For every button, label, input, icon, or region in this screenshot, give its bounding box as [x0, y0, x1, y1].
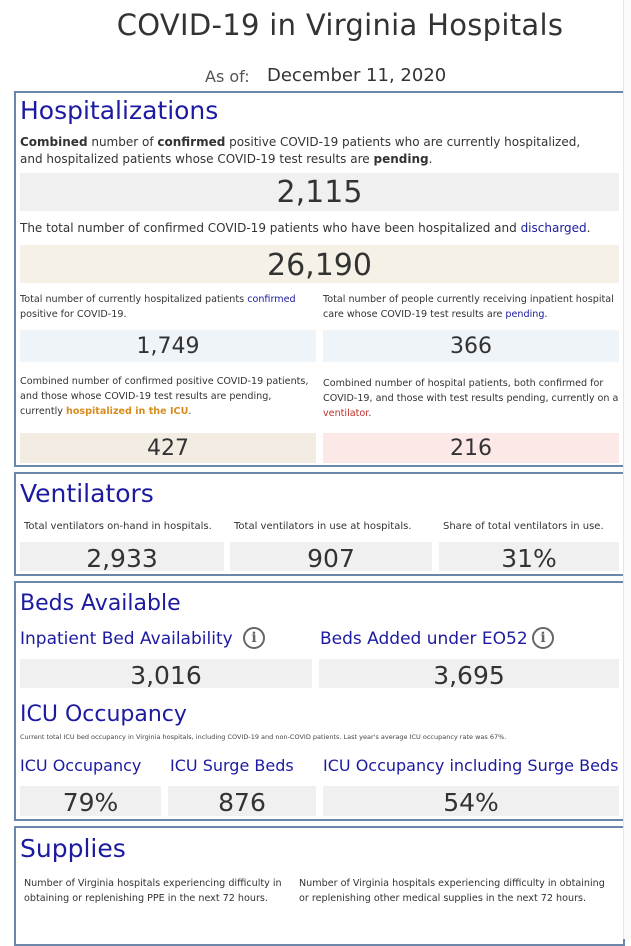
- icu-description: Combined number of confirmed positive CO…: [20, 374, 316, 419]
- beds-heading: Beds Available: [20, 591, 181, 616]
- icu-occupancy-label: ICU Occupancy: [20, 756, 142, 775]
- inpatient-bed-value: 3,016: [20, 659, 312, 688]
- icu-incl-surge-label: ICU Occupancy including Surge Beds: [323, 756, 619, 775]
- confirmed-emphasis: confirmed: [157, 135, 226, 149]
- ventilators-inuse-label: Total ventilators in use at hospitals.: [234, 521, 412, 532]
- combined-emphasis: Combined: [20, 135, 88, 149]
- combined-text-b: positive COVID-19 patients who are curre…: [20, 135, 581, 166]
- supplies-heading: Supplies: [20, 834, 126, 863]
- info-circle-icon[interactable]: i: [532, 627, 554, 649]
- supplies-panel: [14, 826, 625, 946]
- ventilators-onhand-value: 2,933: [20, 542, 224, 571]
- discharged-text-b: .: [586, 221, 591, 235]
- discharged-emphasis: discharged: [520, 221, 587, 235]
- combined-text-c: .: [428, 152, 433, 166]
- vent-text-b: .: [368, 408, 372, 419]
- as-of-date: December 11, 2020: [267, 65, 447, 86]
- ventilators-share-label: Share of total ventilators in use.: [443, 521, 604, 532]
- icu-occupancy-note: Current total ICU bed occupancy in Virgi…: [20, 733, 507, 741]
- vertical-scrollbar[interactable]: [623, 0, 631, 939]
- confirmed-text-a: Total number of currently hospitalized p…: [20, 294, 248, 305]
- confirmed-link-text: confirmed: [247, 294, 296, 305]
- confirmed-text-b: positive for COVID-19.: [20, 309, 127, 320]
- pending-emphasis: pending: [373, 152, 429, 166]
- icu-emphasis: hospitalized in the ICU: [66, 406, 189, 417]
- vent-text-a: Combined number of hospital patients, bo…: [323, 378, 619, 404]
- icu-surge-label: ICU Surge Beds: [170, 756, 294, 775]
- as-of-label: As of:: [205, 67, 250, 86]
- beds-added-value: 3,695: [319, 659, 619, 688]
- beds-added-label: Beds Added under EO52: [320, 629, 528, 649]
- pending-text-b: .: [544, 309, 548, 320]
- icu-surge-value: 876: [168, 786, 316, 816]
- inpatient-bed-label: Inpatient Bed Availability: [20, 629, 233, 649]
- on-ventilator-value: 216: [323, 433, 619, 463]
- ventilator-description: Combined number of hospital patients, bo…: [323, 376, 619, 421]
- info-glyph: i: [251, 630, 257, 646]
- info-circle-icon[interactable]: i: [243, 627, 265, 649]
- hospitalizations-heading: Hospitalizations: [20, 96, 219, 125]
- ventilators-share-value: 31%: [439, 542, 619, 571]
- discharged-description: The total number of confirmed COVID-19 p…: [20, 220, 610, 237]
- vent-emphasis: ventilator: [323, 408, 369, 419]
- ppe-description: Number of Virginia hospitals experiencin…: [24, 878, 282, 904]
- other-supplies-description: Number of Virginia hospitals experiencin…: [299, 878, 605, 904]
- confirmed-description: Total number of currently hospitalized p…: [20, 292, 300, 322]
- ventilators-inuse-value: 907: [230, 542, 432, 571]
- combined-text-a: number of: [87, 135, 158, 149]
- icu-text-b: .: [188, 406, 192, 417]
- combined-description: Combined number of confirmed positive CO…: [20, 134, 600, 168]
- beds-panel: [14, 581, 625, 821]
- discharged-text-a: The total number of confirmed COVID-19 p…: [20, 221, 521, 235]
- discharged-value: 26,190: [20, 245, 619, 283]
- icu-text-a: Combined number of confirmed positive CO…: [20, 376, 309, 417]
- ventilators-heading: Ventilators: [20, 479, 154, 508]
- ventilators-onhand-label: Total ventilators on-hand in hospitals.: [24, 521, 212, 532]
- icu-incl-surge-value: 54%: [323, 786, 619, 816]
- info-glyph: i: [540, 630, 546, 646]
- pending-text-a: Total number of people currently receivi…: [323, 294, 614, 320]
- icu-hospitalized-value: 427: [20, 433, 316, 463]
- combined-hospitalized-value: 2,115: [20, 173, 619, 211]
- pending-link-text: pending: [505, 309, 545, 320]
- icu-occupancy-value: 79%: [20, 786, 161, 816]
- pending-description: Total number of people currently receivi…: [323, 292, 619, 322]
- icu-occupancy-heading: ICU Occupancy: [20, 702, 187, 727]
- page-title: COVID-19 in Virginia Hospitals: [116, 8, 564, 42]
- pending-value: 366: [323, 330, 619, 362]
- confirmed-value: 1,749: [20, 330, 316, 362]
